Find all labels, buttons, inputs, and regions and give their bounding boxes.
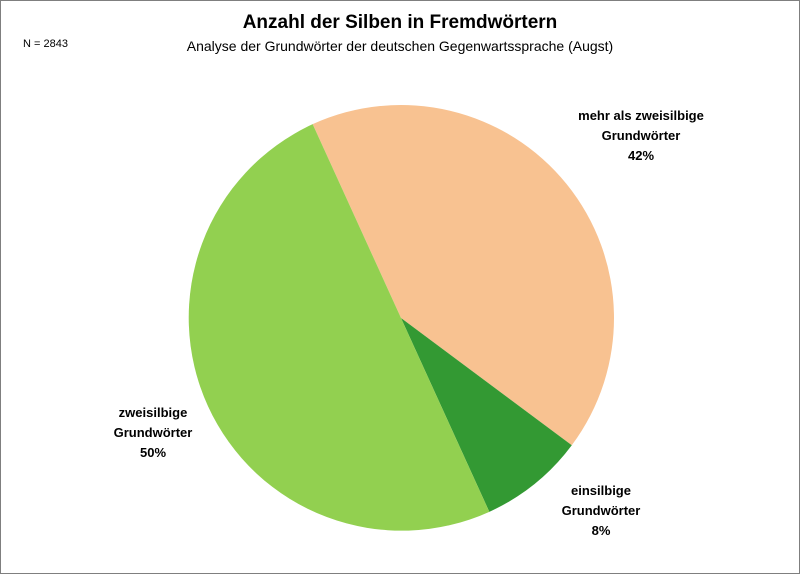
pie-slice-1 — [312, 105, 614, 446]
chart-title: Anzahl der Silben in Fremdwörtern — [242, 12, 558, 33]
slice-label-3: zweisilbige Grundwörter 50% — [114, 405, 193, 460]
pie-slice-3 — [188, 124, 490, 531]
slice-label-line: einsilbige — [571, 483, 631, 498]
chart-subtitle: Analyse der Grundwörter der deutschen Ge… — [186, 38, 614, 54]
slice-label-line: Grundwörter — [114, 425, 193, 440]
slice-label-line: 42% — [628, 148, 654, 163]
slice-label-line: zweisilbige — [119, 405, 188, 420]
sample-size-note: N = 2843 — [23, 38, 68, 50]
slice-label-line: 8% — [592, 523, 611, 538]
slice-label-1: mehr als zweisilbige Grundwörter 42% — [578, 108, 704, 163]
slice-label-line: Grundwörter — [602, 128, 681, 143]
slice-label-line: 50% — [140, 445, 166, 460]
slice-label-line: Grundwörter — [562, 503, 641, 518]
pie-slice-2 — [401, 318, 572, 512]
slice-label-line: mehr als zweisilbige — [578, 108, 704, 123]
slice-label-2: einsilbige Grundwörter 8% — [562, 483, 641, 538]
